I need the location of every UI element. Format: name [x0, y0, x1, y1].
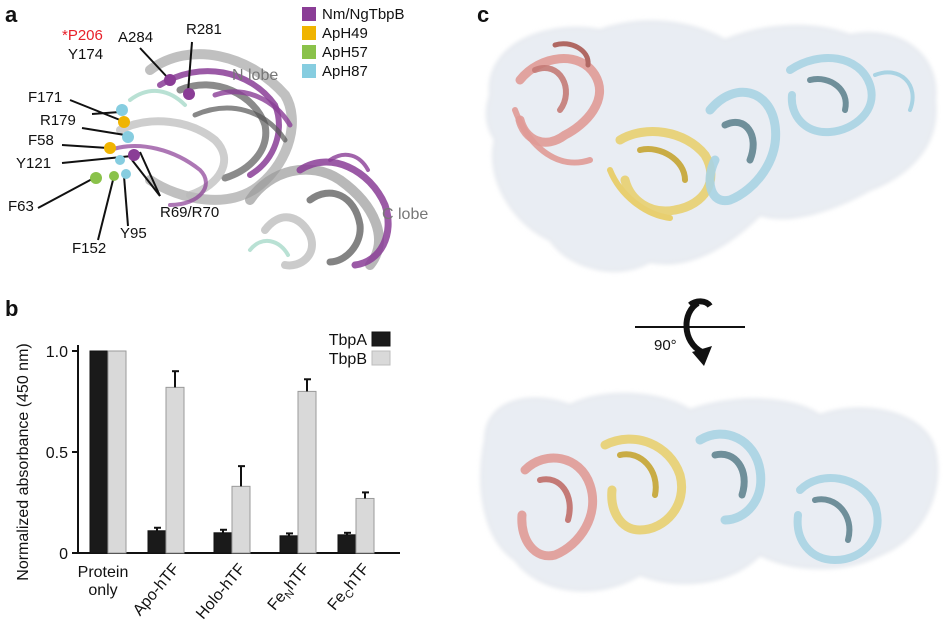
protein-ribbon-structure — [37, 41, 392, 270]
panel-a: *P206 A284 R281 Y174 F171 R179 F58 Y121 … — [0, 0, 470, 290]
legend-label: ApH87 — [322, 62, 368, 80]
legend-item-aph57: ApH57 — [302, 43, 368, 61]
x-tick-label-line: only — [88, 582, 117, 599]
panel-label-a: a — [5, 2, 18, 27]
legend-label-tbpb: TbpB — [329, 351, 367, 368]
residue-label-r69-r70: R69/R70 — [160, 204, 220, 221]
legend-swatch — [302, 7, 316, 21]
bar-tbpa — [279, 535, 299, 554]
c-lobe-label: C lobe — [382, 206, 429, 223]
residue-label-p206: *P206 — [62, 27, 103, 44]
y-axis-title: Normalized absorbance (450 nm) — [15, 343, 32, 580]
legend-item-aph49: ApH49 — [302, 24, 368, 42]
legend-swatch — [302, 64, 316, 78]
y-tick-label: 0 — [59, 546, 68, 563]
legend-label: Nm/NgTbpB — [322, 5, 405, 23]
panel-label-c: c — [477, 2, 490, 27]
bar-tbpa — [337, 534, 357, 554]
legend-swatch — [302, 26, 316, 40]
x-tick-label-protein-only: Protein only — [78, 564, 129, 599]
residue-label-r179: R179 — [40, 112, 76, 129]
residue-label-y95: Y95 — [120, 225, 147, 242]
panel-label-b: b — [5, 296, 19, 321]
envelope-bottom-view — [480, 393, 938, 592]
residue-label-y174: Y174 — [68, 46, 104, 63]
residue-label-y121: Y121 — [16, 155, 52, 172]
residue-label-f63: F63 — [8, 198, 34, 215]
legend-swatch-tbpa — [371, 331, 391, 347]
residue-label-f171: F171 — [28, 89, 63, 106]
n-lobe-label: N lobe — [232, 67, 279, 84]
x-tick-label-fen-htf: FeNhTF — [265, 560, 316, 615]
x-tick-label-fec-htf: FeChTF — [325, 560, 376, 615]
legend-swatch-tbpb — [371, 350, 391, 366]
bar-chart-absorbance: 0 0.5 1.0 Normalized absorbance (450 nm) Pro… — [15, 331, 400, 623]
y-tick-label: 0.5 — [46, 445, 68, 462]
legend-label: ApH49 — [322, 24, 368, 42]
bar-tbpb — [297, 390, 317, 554]
cryo-em-envelope-views — [480, 20, 938, 592]
structure-legend: Nm/NgTbpB ApH49 ApH57 ApH87 — [302, 4, 462, 84]
rotation-label: 90° — [654, 337, 677, 354]
legend-label-tbpa: TbpA — [329, 332, 368, 349]
x-tick-label: Holo-hTF — [193, 560, 249, 622]
legend-item-nm-ngtbpb: Nm/NgTbpB — [302, 5, 405, 23]
residue-label-f152: F152 — [72, 240, 107, 257]
rotation-indicator — [635, 298, 745, 366]
bar-tbpa — [147, 530, 167, 554]
bar-tbpb — [231, 485, 251, 554]
y-tick-label: 1.0 — [46, 344, 68, 361]
bar-tbpa — [89, 350, 109, 554]
bar-tbpa — [213, 532, 233, 554]
bar-tbpb — [355, 497, 375, 554]
residue-label-r281: R281 — [186, 21, 222, 38]
x-tick-label: Apo-hTF — [130, 560, 183, 619]
legend-swatch — [302, 45, 316, 59]
legend-label: ApH57 — [322, 43, 368, 61]
legend-item-aph87: ApH87 — [302, 62, 368, 80]
bar-tbpb — [165, 386, 185, 554]
envelope-top-view — [486, 20, 937, 272]
residue-label-a284: A284 — [118, 29, 154, 46]
x-tick-label-line: Protein — [78, 564, 129, 581]
bar-tbpb — [107, 350, 127, 554]
residue-label-f58: F58 — [28, 132, 54, 149]
